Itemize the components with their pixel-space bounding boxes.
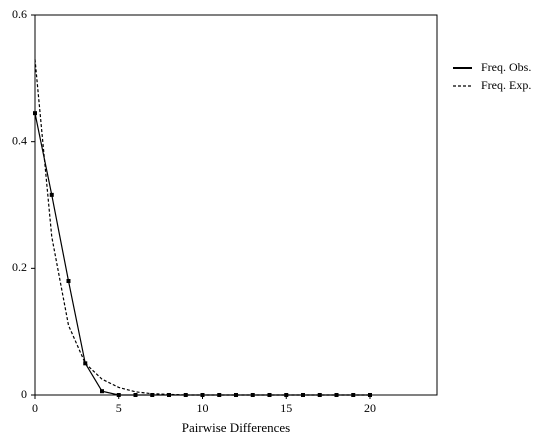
plot-frame bbox=[34, 14, 438, 396]
point-marker bbox=[317, 393, 322, 397]
point-marker bbox=[116, 393, 121, 397]
point-marker bbox=[83, 361, 88, 366]
y-tick-label: 0.4 bbox=[12, 133, 27, 147]
point-marker bbox=[33, 111, 37, 116]
point-marker bbox=[183, 393, 188, 397]
point-marker bbox=[100, 389, 104, 394]
point-marker bbox=[234, 393, 238, 397]
y-tick-label: 0.6 bbox=[12, 7, 27, 21]
x-tick-label: 20 bbox=[364, 401, 376, 415]
x-tick-label: 15 bbox=[280, 401, 292, 415]
x-axis-label: Pairwise Differences bbox=[182, 420, 290, 435]
point-marker bbox=[267, 393, 272, 397]
x-tick-label: 10 bbox=[197, 401, 209, 415]
point-marker bbox=[150, 393, 155, 397]
x-tick-label: 0 bbox=[32, 401, 38, 415]
legend-label: Freq. Obs. bbox=[481, 60, 531, 74]
point-marker bbox=[284, 393, 289, 397]
series-line bbox=[34, 113, 370, 396]
x-tick-label: 5 bbox=[116, 401, 122, 415]
point-marker bbox=[49, 192, 54, 197]
legend-label: Freq. Exp. bbox=[481, 78, 531, 92]
point-marker bbox=[167, 393, 171, 397]
point-marker bbox=[133, 393, 138, 397]
y-tick-label: 0 bbox=[21, 387, 27, 401]
y-tick-label: 0.2 bbox=[12, 260, 27, 274]
point-marker bbox=[368, 393, 372, 397]
series-line bbox=[34, 59, 370, 396]
point-marker bbox=[66, 279, 71, 283]
